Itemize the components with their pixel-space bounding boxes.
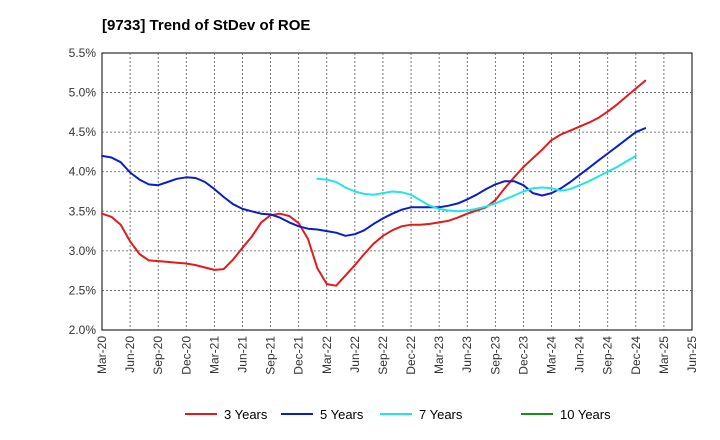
x-tick-label: Dec-24 xyxy=(629,336,643,375)
x-tick-label: Jun-21 xyxy=(235,336,249,373)
x-tick-label: Jun-23 xyxy=(460,336,474,373)
x-tick-label: Jun-20 xyxy=(123,336,137,373)
x-tick-label: Sep-22 xyxy=(376,336,390,375)
x-tick-label: Dec-23 xyxy=(516,336,530,375)
x-axis-ticks: Mar-20 Jun-20 Sep-20 Dec-20 Mar-21 Jun-21 Sep-… xyxy=(95,336,699,375)
y-tick-label: 5.5% xyxy=(69,46,97,60)
y-tick-label: 3.5% xyxy=(69,204,97,218)
x-tick-label: Mar-20 xyxy=(95,336,109,374)
y-tick-label: 4.5% xyxy=(69,125,97,139)
x-tick-label: Mar-22 xyxy=(320,336,334,374)
series-line-3-years xyxy=(101,79,647,287)
x-tick-label: Sep-20 xyxy=(151,336,165,375)
y-tick-label: 4.0% xyxy=(69,165,97,179)
x-tick-label: Sep-24 xyxy=(601,336,615,375)
y-tick-label: 2.0% xyxy=(69,323,97,337)
y-tick-label: 5.0% xyxy=(69,86,97,100)
x-tick-label: Jun-22 xyxy=(348,336,362,373)
series-lines xyxy=(101,79,647,287)
legend-label-10-years: 10 Years xyxy=(560,407,611,422)
y-tick-label: 3.0% xyxy=(69,244,97,258)
x-tick-label: Sep-23 xyxy=(488,336,502,375)
legend: 3 Years 5 Years 7 Years 10 Years xyxy=(185,407,611,422)
x-tick-label: Sep-21 xyxy=(264,336,278,375)
x-tick-label: Jun-24 xyxy=(573,336,587,373)
legend-label-5-years: 5 Years xyxy=(320,407,364,422)
legend-label-7-years: 7 Years xyxy=(419,407,463,422)
x-tick-label: Dec-22 xyxy=(404,336,418,375)
series-line-5-years xyxy=(101,127,647,237)
y-tick-label: 2.5% xyxy=(69,283,97,297)
legend-label-3-years: 3 Years xyxy=(224,407,268,422)
x-tick-label: Dec-20 xyxy=(179,336,193,375)
x-tick-label: Mar-24 xyxy=(545,336,559,374)
x-tick-label: Mar-21 xyxy=(207,336,221,374)
x-tick-label: Mar-23 xyxy=(432,336,446,374)
y-axis-ticks: 2.0% 2.5% 3.0% 3.5% 4.0% 4.5% 5.0% 5.5% xyxy=(69,46,97,337)
chart-title: [9733] Trend of StDev of ROE xyxy=(102,17,310,34)
series-line-7-years xyxy=(316,154,637,213)
x-tick-label: Dec-21 xyxy=(292,336,306,375)
x-tick-label: Jun-25 xyxy=(685,336,699,373)
x-tick-label: Mar-25 xyxy=(657,336,671,374)
